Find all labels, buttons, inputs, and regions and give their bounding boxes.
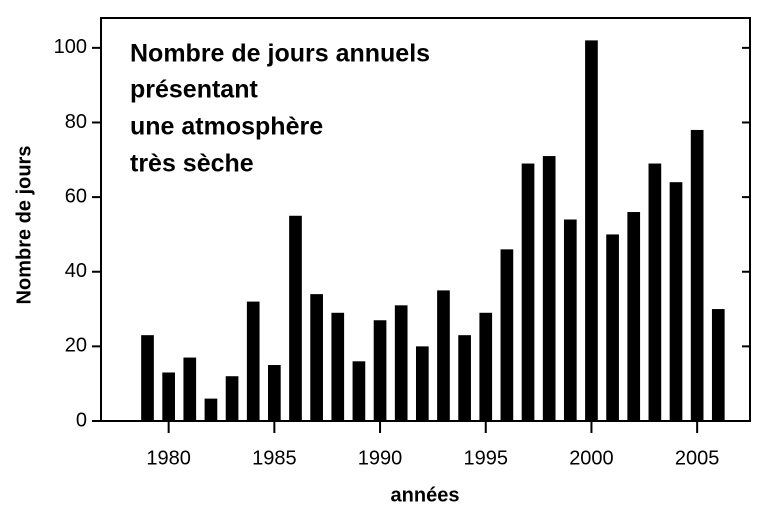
y-axis-label: Nombre de jours bbox=[13, 146, 35, 305]
bar bbox=[500, 249, 514, 421]
x-tick-label: 2005 bbox=[675, 447, 720, 469]
chart-title: Nombre de jours annuels bbox=[130, 40, 430, 68]
x-tick-label: 2000 bbox=[569, 447, 614, 469]
y-tick-label: 20 bbox=[65, 335, 87, 357]
bar bbox=[204, 398, 218, 421]
bar bbox=[711, 309, 725, 421]
bar bbox=[521, 163, 535, 421]
x-tick-label: 1980 bbox=[146, 447, 191, 469]
bar bbox=[225, 376, 239, 421]
bar bbox=[648, 163, 662, 421]
y-tick-label: 60 bbox=[65, 185, 87, 207]
bar bbox=[310, 294, 323, 421]
bar bbox=[373, 320, 387, 421]
bar bbox=[289, 215, 302, 421]
chart-title: présentant bbox=[130, 76, 258, 104]
bar bbox=[542, 156, 556, 421]
bar bbox=[141, 335, 154, 421]
bar bbox=[331, 312, 345, 421]
x-tick-label: 1990 bbox=[358, 447, 403, 469]
bar bbox=[669, 182, 683, 421]
bar bbox=[627, 212, 641, 421]
bar bbox=[394, 305, 408, 421]
x-tick-label: 1985 bbox=[252, 447, 297, 469]
bar bbox=[437, 290, 450, 421]
chart-title: très sèche bbox=[130, 150, 254, 178]
bar bbox=[585, 40, 598, 422]
bar bbox=[479, 312, 493, 421]
x-tick-label: 1995 bbox=[463, 447, 508, 469]
bar bbox=[415, 346, 429, 421]
bar bbox=[268, 365, 281, 421]
y-tick-label: 0 bbox=[76, 409, 87, 431]
y-tick-label: 80 bbox=[65, 111, 87, 133]
y-tick-label: 100 bbox=[54, 36, 87, 58]
bar bbox=[352, 361, 366, 421]
bar bbox=[563, 219, 577, 421]
bar bbox=[606, 234, 619, 421]
x-axis-label: années bbox=[391, 484, 460, 506]
bar bbox=[690, 129, 704, 421]
chart-title: une atmosphère bbox=[130, 113, 323, 141]
bar bbox=[183, 357, 197, 421]
y-tick-label: 40 bbox=[65, 260, 87, 282]
bar bbox=[458, 335, 471, 421]
bar bbox=[246, 301, 260, 421]
bar bbox=[162, 372, 175, 421]
